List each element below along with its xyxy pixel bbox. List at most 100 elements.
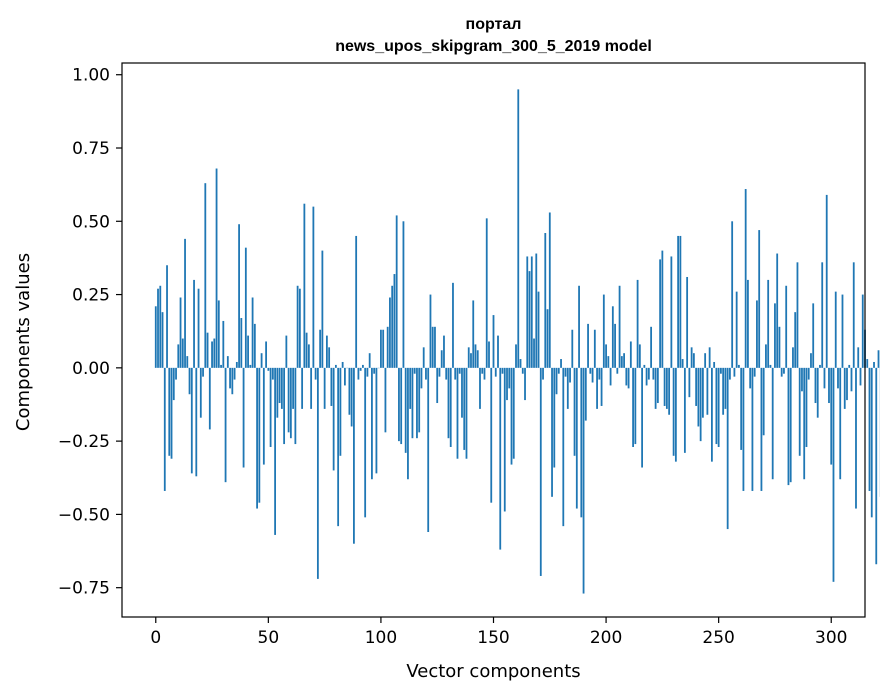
bar bbox=[706, 367, 709, 415]
bar bbox=[546, 309, 549, 368]
bar bbox=[384, 367, 387, 433]
bar bbox=[447, 367, 450, 439]
bar bbox=[193, 279, 195, 368]
bar bbox=[686, 276, 689, 368]
y-tick-label: −0.25 bbox=[58, 432, 110, 452]
bar bbox=[490, 367, 493, 503]
bar bbox=[294, 367, 297, 445]
x-tick-label: 200 bbox=[590, 628, 622, 648]
bar bbox=[256, 367, 258, 509]
bar bbox=[647, 367, 650, 380]
bar bbox=[213, 338, 216, 368]
x-tick-label: 250 bbox=[702, 628, 734, 648]
bar bbox=[474, 344, 477, 368]
bar bbox=[456, 367, 459, 459]
bar bbox=[792, 347, 794, 368]
bar bbox=[168, 367, 171, 456]
bar bbox=[497, 335, 499, 368]
bar bbox=[668, 367, 671, 415]
bar bbox=[296, 285, 299, 368]
bar bbox=[222, 320, 225, 368]
bar bbox=[420, 367, 423, 389]
bar bbox=[699, 367, 702, 442]
x-tick-label: 50 bbox=[258, 628, 280, 648]
bar bbox=[350, 367, 353, 427]
bar bbox=[429, 294, 432, 368]
bar bbox=[609, 367, 612, 386]
bar bbox=[877, 350, 880, 368]
bar bbox=[258, 367, 261, 503]
bar bbox=[740, 367, 743, 450]
bar bbox=[501, 367, 504, 374]
bar bbox=[812, 303, 815, 368]
bar bbox=[524, 367, 526, 401]
bar bbox=[492, 315, 495, 368]
bar bbox=[726, 367, 729, 530]
bar bbox=[839, 367, 842, 480]
chart-title-line2: news_upos_skipgram_300_5_2019 model bbox=[335, 38, 652, 55]
bar bbox=[330, 367, 333, 406]
bar bbox=[783, 367, 785, 374]
bar bbox=[400, 367, 403, 445]
bar bbox=[267, 367, 270, 371]
bar bbox=[332, 367, 335, 471]
bar bbox=[704, 353, 707, 368]
bar bbox=[503, 367, 506, 512]
bar bbox=[371, 367, 373, 480]
x-tick-label: 100 bbox=[365, 628, 397, 648]
bar bbox=[681, 359, 684, 368]
bar bbox=[611, 306, 614, 368]
bar bbox=[303, 203, 306, 368]
bar bbox=[319, 329, 322, 368]
bar bbox=[418, 367, 421, 433]
bar bbox=[341, 361, 344, 368]
bar bbox=[587, 323, 589, 368]
bar bbox=[292, 367, 295, 409]
bar bbox=[828, 367, 830, 404]
bar bbox=[738, 364, 740, 368]
bar bbox=[278, 367, 281, 404]
bar bbox=[454, 367, 457, 380]
bar bbox=[834, 291, 837, 368]
bar bbox=[265, 341, 267, 368]
bar bbox=[627, 367, 630, 389]
bar bbox=[436, 367, 439, 404]
bar bbox=[179, 297, 182, 368]
bar bbox=[253, 323, 256, 368]
bar bbox=[526, 256, 529, 368]
y-tick-label: −0.50 bbox=[58, 505, 110, 525]
bar bbox=[247, 335, 249, 368]
bar bbox=[801, 367, 803, 392]
bar bbox=[548, 212, 551, 368]
bar bbox=[229, 367, 231, 389]
bar bbox=[695, 367, 698, 406]
bar bbox=[485, 218, 488, 368]
y-tick-label: −0.75 bbox=[58, 579, 110, 599]
bar bbox=[389, 297, 391, 368]
bar bbox=[553, 367, 556, 468]
bar bbox=[530, 256, 533, 368]
bar bbox=[551, 367, 553, 497]
bar bbox=[328, 347, 331, 368]
bar bbox=[276, 367, 279, 418]
bar bbox=[353, 367, 355, 544]
y-tick-label: 0.00 bbox=[72, 359, 110, 379]
bar bbox=[413, 367, 416, 374]
bar bbox=[873, 361, 875, 368]
bar bbox=[861, 294, 864, 368]
bar bbox=[411, 367, 414, 439]
bar bbox=[866, 359, 869, 368]
bar bbox=[517, 89, 520, 368]
bar bbox=[575, 367, 578, 509]
bar bbox=[735, 291, 738, 368]
bar bbox=[391, 285, 394, 368]
bar bbox=[224, 367, 227, 483]
bar bbox=[488, 341, 490, 368]
bar bbox=[190, 367, 193, 474]
bar bbox=[368, 353, 371, 368]
x-tick-label: 300 bbox=[815, 628, 847, 648]
bar bbox=[323, 367, 326, 409]
bar bbox=[645, 367, 648, 386]
bar bbox=[814, 367, 817, 404]
